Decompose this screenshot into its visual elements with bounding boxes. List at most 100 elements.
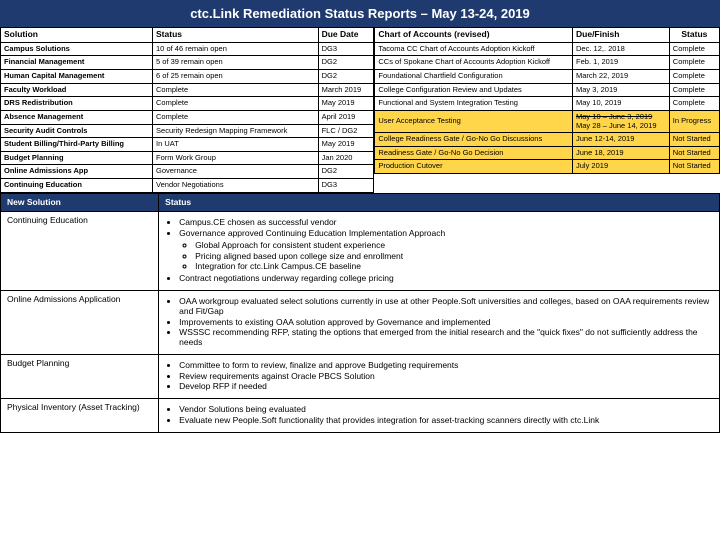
table-row: Continuing EducationCampus.CE chosen as … xyxy=(1,212,720,291)
due-cell: DG2 xyxy=(318,70,374,84)
new-solution-status: OAA workgroup evaluated select solutions… xyxy=(159,291,720,355)
table-row: Physical Inventory (Asset Tracking)Vendo… xyxy=(1,399,720,433)
bullet-item: Develop RFP if needed xyxy=(179,382,713,392)
solution-cell: Human Capital Management xyxy=(1,70,153,84)
table-row: College Configuration Review and Updates… xyxy=(375,83,720,97)
status-cell: Not Started xyxy=(669,133,719,147)
table-row: Campus Solutions10 of 46 remain openDG3 xyxy=(1,42,374,56)
new-solution-status: Vendor Solutions being evaluatedEvaluate… xyxy=(159,399,720,433)
sub-bullet-item: Global Approach for consistent student e… xyxy=(195,241,713,251)
date-cell: Feb. 1, 2019 xyxy=(573,56,670,70)
sub-bullet-item: Integration for ctc.Link Campus.CE basel… xyxy=(195,262,713,272)
task-cell: Tacoma CC Chart of Accounts Adoption Kic… xyxy=(375,42,573,56)
column-header: Due/Finish xyxy=(573,28,670,43)
due-cell: April 2019 xyxy=(318,110,374,124)
new-solution-table: New SolutionStatus Continuing EducationC… xyxy=(0,193,720,433)
status-cell: Form Work Group xyxy=(153,151,319,165)
due-cell: DG2 xyxy=(318,56,374,70)
date-cell: May 3, 2019 xyxy=(573,83,670,97)
status-cell: Complete xyxy=(669,42,719,56)
page-title: ctc.Link Remediation Status Reports – Ma… xyxy=(0,0,720,27)
solution-cell: Financial Management xyxy=(1,56,153,70)
bullet-item: Evaluate new People.Soft functionality t… xyxy=(179,416,713,426)
table-row: Online Admissions ApplicationOAA workgro… xyxy=(1,291,720,355)
bullet-item: Campus.CE chosen as successful vendor xyxy=(179,218,713,228)
solution-cell: Budget Planning xyxy=(1,151,153,165)
column-header: Chart of Accounts (revised) xyxy=(375,28,573,43)
date-cell: March 22, 2019 xyxy=(573,70,670,84)
solution-cell: Continuing Education xyxy=(1,179,153,193)
new-solution-status: Committee to form to review, finalize an… xyxy=(159,354,720,398)
table-row: Functional and System Integration Testin… xyxy=(375,97,720,111)
status-cell: Complete xyxy=(153,97,319,111)
remediation-table: SolutionStatusDue Date Campus Solutions1… xyxy=(0,27,374,193)
solution-cell: Absence Management xyxy=(1,110,153,124)
solution-cell: Security Audit Controls xyxy=(1,124,153,138)
table-row: Foundational Chartfield ConfigurationMar… xyxy=(375,70,720,84)
solution-cell: DRS Redistribution xyxy=(1,97,153,111)
table-row: Security Audit ControlsSecurity Redesign… xyxy=(1,124,374,138)
due-cell: March 2019 xyxy=(318,83,374,97)
table-row: User Acceptance TestingMay 10 – June 3, … xyxy=(375,110,720,132)
due-cell: DG3 xyxy=(318,179,374,193)
solution-cell: Student Billing/Third-Party Billing xyxy=(1,138,153,152)
date-cell: May 10, 2019 xyxy=(573,97,670,111)
sub-bullet-item: Pricing aligned based upon college size … xyxy=(195,252,713,262)
column-header: Status xyxy=(153,28,319,43)
status-cell: Complete xyxy=(669,97,719,111)
status-cell: 5 of 39 remain open xyxy=(153,56,319,70)
status-cell: 6 of 25 remain open xyxy=(153,70,319,84)
status-cell: In Progress xyxy=(669,110,719,132)
column-header: New Solution xyxy=(1,193,159,212)
task-cell: Readiness Gate / Go-No Go Decision xyxy=(375,146,573,160)
status-cell: Not Started xyxy=(669,160,719,174)
status-cell: Complete xyxy=(153,110,319,124)
table-row: Production CutoverJuly 2019Not Started xyxy=(375,160,720,174)
new-solution-name: Budget Planning xyxy=(1,354,159,398)
task-cell: Foundational Chartfield Configuration xyxy=(375,70,573,84)
status-cell: Vendor Negotiations xyxy=(153,179,319,193)
solution-cell: Faculty Workload xyxy=(1,83,153,97)
date-cell: July 2019 xyxy=(573,160,670,174)
status-cell: Security Redesign Mapping Framework xyxy=(153,124,319,138)
bullet-item: Committee to form to review, finalize an… xyxy=(179,361,713,371)
date-cell: Dec. 12,. 2018 xyxy=(573,42,670,56)
due-cell: DG3 xyxy=(318,42,374,56)
table-row: Student Billing/Third-Party BillingIn UA… xyxy=(1,138,374,152)
status-cell: Governance xyxy=(153,165,319,179)
table-row: Absence ManagementCompleteApril 2019 xyxy=(1,110,374,124)
due-cell: May 2019 xyxy=(318,138,374,152)
bullet-item: Governance approved Continuing Education… xyxy=(179,229,713,272)
solution-cell: Campus Solutions xyxy=(1,42,153,56)
bullet-item: WSSSC recommending RFP, stating the opti… xyxy=(179,328,713,348)
table-row: Budget Planning Committee to form to revi… xyxy=(1,354,720,398)
new-solution-status: Campus.CE chosen as successful vendorGov… xyxy=(159,212,720,291)
status-cell: Complete xyxy=(669,56,719,70)
task-cell: CCs of Spokane Chart of Accounts Adoptio… xyxy=(375,56,573,70)
chart-of-accounts-table: Chart of Accounts (revised)Due/FinishSta… xyxy=(374,27,720,174)
table-row: Online Admissions AppGovernanceDG2 xyxy=(1,165,374,179)
due-cell: DG2 xyxy=(318,165,374,179)
task-cell: College Configuration Review and Updates xyxy=(375,83,573,97)
table-row: Faculty WorkloadCompleteMarch 2019 xyxy=(1,83,374,97)
table-row: Financial Management5 of 39 remain openD… xyxy=(1,56,374,70)
status-cell: In UAT xyxy=(153,138,319,152)
column-header: Status xyxy=(159,193,720,212)
table-row: Budget PlanningForm Work GroupJan 2020 xyxy=(1,151,374,165)
table-row: Human Capital Management6 of 25 remain o… xyxy=(1,70,374,84)
status-cell: Not Started xyxy=(669,146,719,160)
table-row: DRS RedistributionCompleteMay 2019 xyxy=(1,97,374,111)
task-cell: User Acceptance Testing xyxy=(375,110,573,132)
bullet-item: Review requirements against Oracle PBCS … xyxy=(179,372,713,382)
column-header: Status xyxy=(669,28,719,43)
due-cell: Jan 2020 xyxy=(318,151,374,165)
bullet-item: Contract negotiations underway regarding… xyxy=(179,274,713,284)
table-row: Continuing EducationVendor NegotiationsD… xyxy=(1,179,374,193)
date-cell: May 10 – June 3, 2019May 28 – June 14, 2… xyxy=(573,110,670,132)
bullet-item: Improvements to existing OAA solution ap… xyxy=(179,318,713,328)
column-header: Solution xyxy=(1,28,153,43)
date-cell: June 12-14, 2019 xyxy=(573,133,670,147)
bullet-item: OAA workgroup evaluated select solutions… xyxy=(179,297,713,317)
due-cell: FLC / DG2 xyxy=(318,124,374,138)
status-cell: Complete xyxy=(153,83,319,97)
